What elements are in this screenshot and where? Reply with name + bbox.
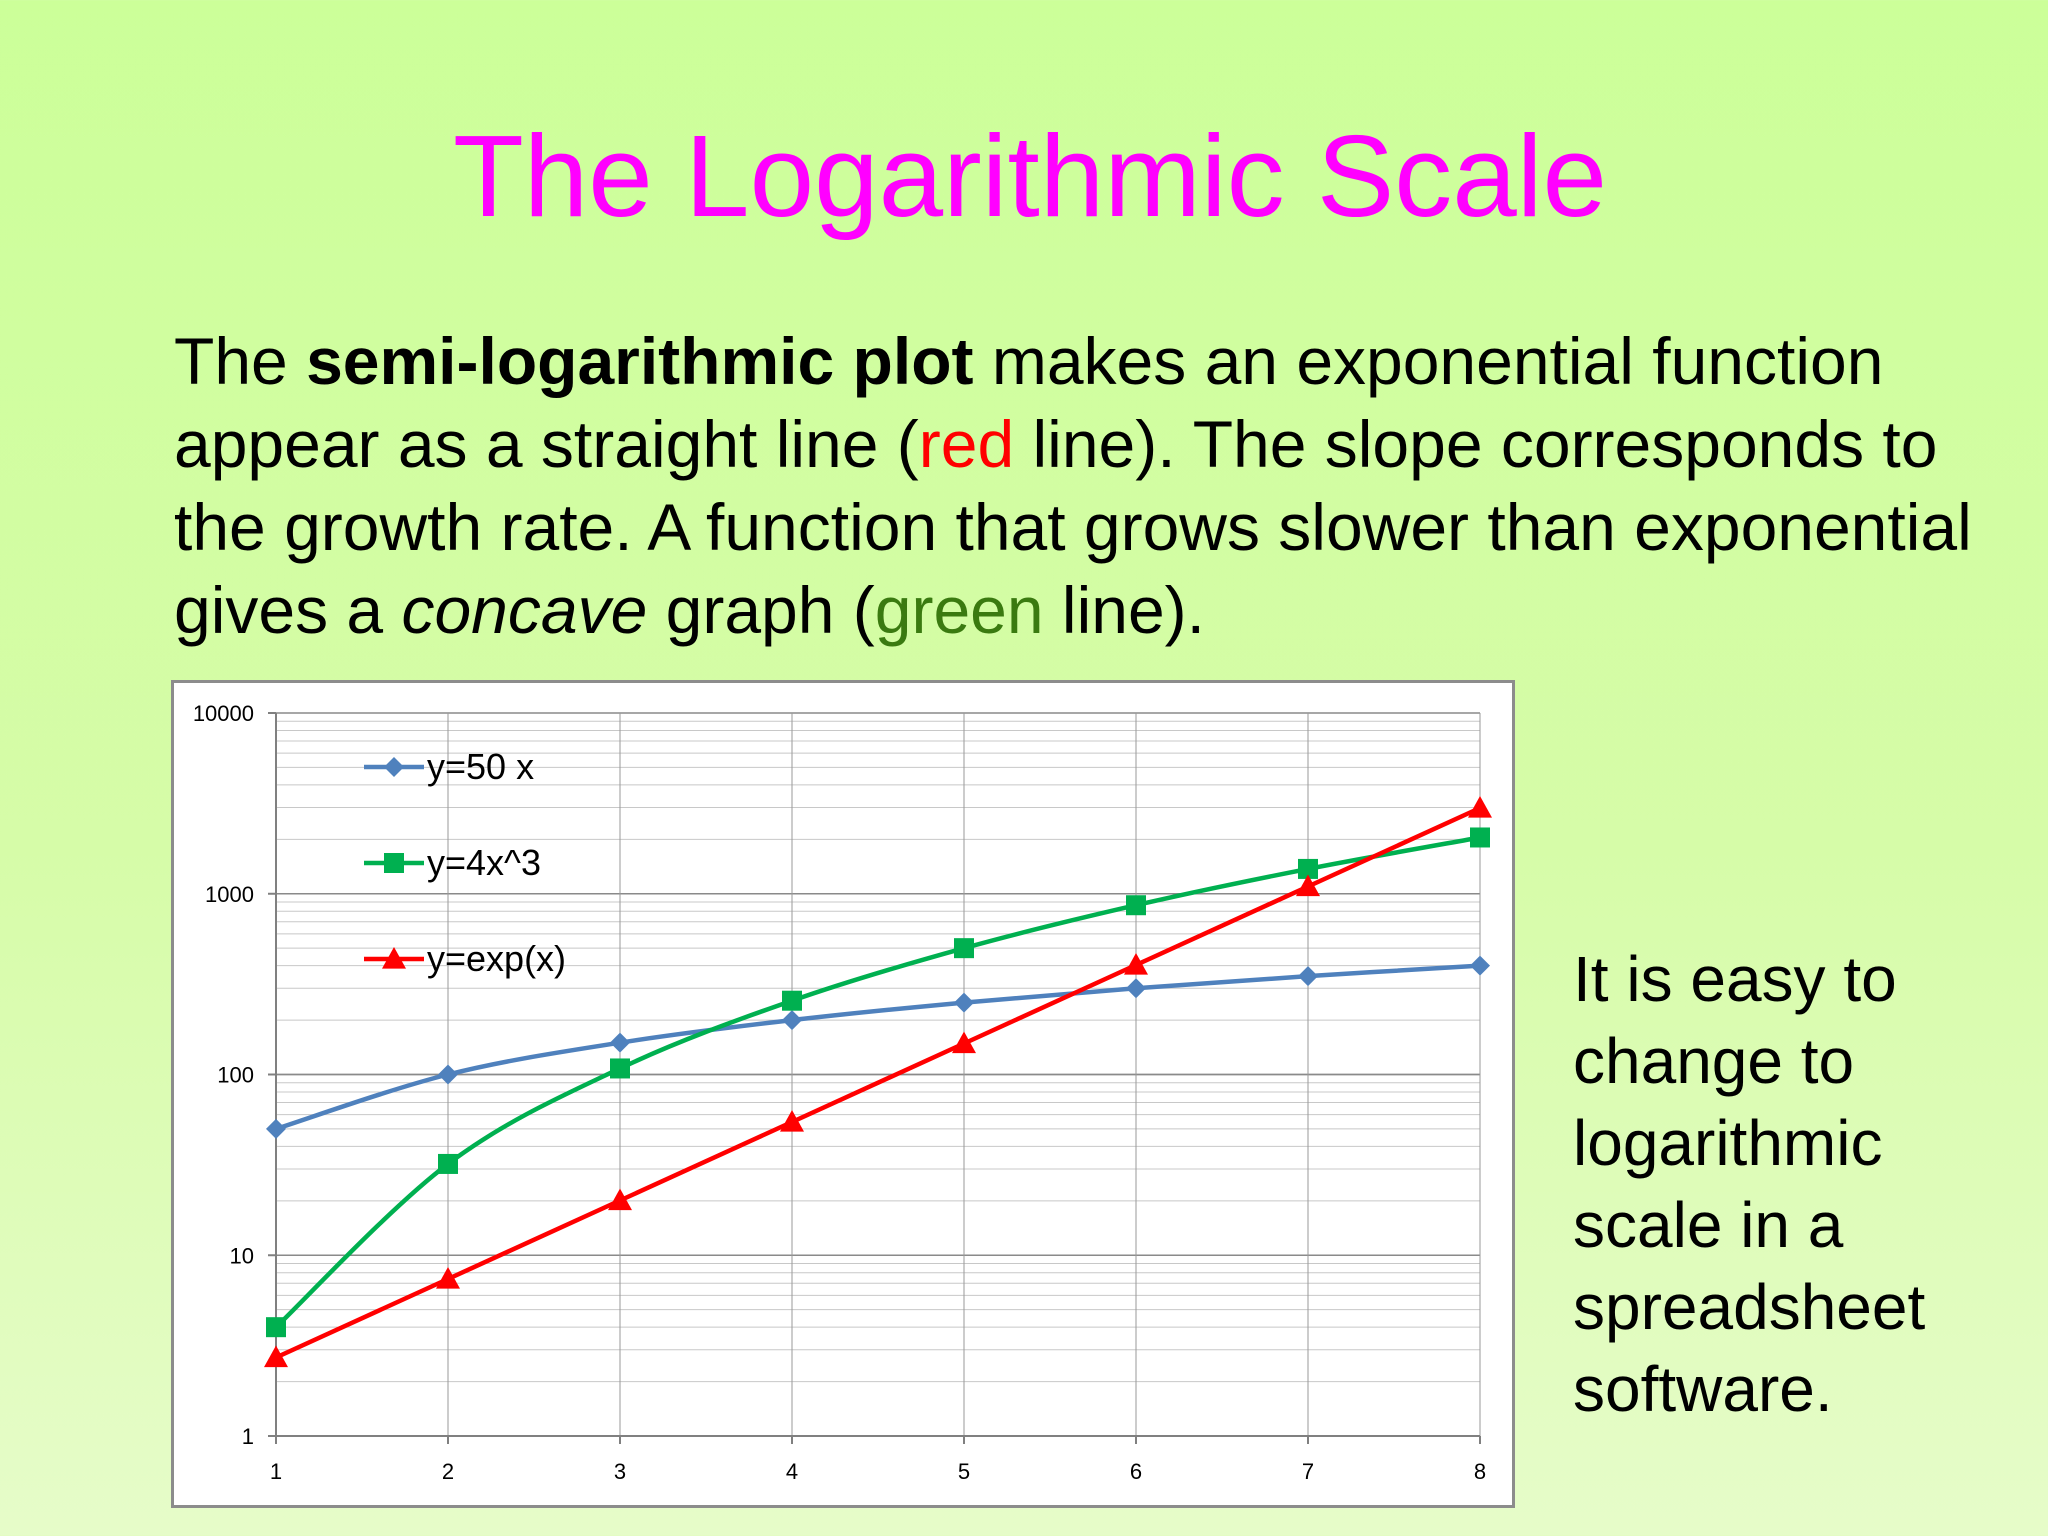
- y-tick-label: 1: [242, 1424, 254, 1449]
- legend-entry-square: y=4x^3: [364, 842, 541, 883]
- y-tick-label: 10000: [193, 701, 254, 726]
- intro-text-4: graph (: [647, 573, 875, 647]
- data-point-square: [1298, 858, 1318, 879]
- y-tick-label: 1000: [205, 882, 254, 907]
- data-point-diamond: [782, 1010, 802, 1031]
- data-point-diamond: [438, 1064, 458, 1085]
- side-note: It is easy to change to logarithmic scal…: [1573, 943, 1926, 1425]
- data-point-diamond: [1126, 978, 1146, 999]
- data-point-diamond: [1470, 955, 1490, 976]
- legend-label-diamond: y=50 x: [427, 746, 534, 787]
- x-tick-label: 1: [270, 1459, 282, 1484]
- legend-entry-triangle: y=exp(x): [364, 938, 566, 979]
- intro-text-1: The: [174, 324, 307, 398]
- intro-red-word: red: [918, 407, 1015, 481]
- data-point-diamond: [1298, 966, 1318, 987]
- slide-title: The Logarithmic Scale: [452, 111, 1608, 241]
- chart-legend: y=50 x y=4x^3 y=exp(x): [364, 746, 566, 979]
- series-square: [266, 827, 1490, 1338]
- data-point-square: [266, 1317, 286, 1338]
- data-point-square: [954, 938, 974, 959]
- data-point-diamond: [954, 992, 974, 1013]
- data-point-square: [610, 1058, 630, 1079]
- intro-paragraph: The semi-logarithmic plot makes an expon…: [174, 320, 2004, 652]
- intro-green-word: green: [874, 573, 1044, 647]
- data-point-triangle: [952, 1031, 976, 1054]
- data-point-diamond: [266, 1118, 286, 1139]
- legend-entry-diamond: y=50 x: [364, 746, 534, 787]
- x-tick-label: 4: [786, 1459, 798, 1484]
- y-tick-label: 10: [230, 1243, 254, 1268]
- x-tick-label: 7: [1302, 1459, 1314, 1484]
- x-tick-label: 2: [442, 1459, 454, 1484]
- series-line-triangle: [275, 805, 1481, 1360]
- data-point-square: [438, 1153, 458, 1174]
- intro-text-5: line).: [1043, 573, 1205, 647]
- data-point-triangle: [436, 1267, 460, 1289]
- data-point-triangle: [780, 1110, 804, 1132]
- intro-text-3: line). The slope corresponds to the grow…: [174, 407, 1972, 647]
- legend-label-triangle: y=exp(x): [427, 938, 566, 979]
- series-triangle: [264, 796, 1492, 1368]
- data-point-triangle: [1468, 796, 1492, 818]
- data-point-square: [1126, 895, 1146, 916]
- legend-marker-triangle: [382, 947, 406, 969]
- series-line-diamond: [275, 963, 1481, 1132]
- intro-bold-term: semi-logarithmic plot: [306, 324, 974, 398]
- intro-italic-term: concave: [401, 573, 648, 647]
- legend-marker-square: [384, 853, 404, 873]
- x-tick-label: 5: [958, 1459, 970, 1484]
- chart-grid: [275, 712, 1481, 1437]
- data-point-triangle: [264, 1345, 288, 1368]
- legend-marker-diamond: [384, 757, 404, 777]
- legend-label-square: y=4x^3: [427, 842, 541, 883]
- data-point-square: [782, 990, 802, 1011]
- data-point-triangle: [608, 1188, 632, 1211]
- x-tick-labels: 1 2 3 4 5 6 7 8: [270, 1459, 1486, 1484]
- chart-series: [264, 796, 1492, 1368]
- series-diamond: [266, 955, 1490, 1139]
- x-tick-label: 3: [614, 1459, 626, 1484]
- data-point-triangle: [1124, 953, 1148, 975]
- x-tick-label: 6: [1130, 1459, 1142, 1484]
- y-tick-label: 100: [217, 1063, 254, 1088]
- x-tick-label: 8: [1474, 1459, 1486, 1484]
- data-point-square: [1470, 827, 1490, 848]
- chart-container: 1 2 3 4 5 6 7 8 1 10 100 1000 10000 y=50 x y=4x^3 y=e…: [171, 680, 1515, 1508]
- intro-text-2: makes an exponential function appear as …: [174, 324, 1884, 481]
- data-point-diamond: [610, 1032, 630, 1053]
- semi-log-chart: 1 2 3 4 5 6 7 8 1 10 100 1000 10000 y=50 x y=4x^3 y=e…: [193, 701, 1492, 1484]
- y-tick-labels: 1 10 100 1000 10000: [193, 701, 254, 1449]
- data-point-triangle: [1296, 874, 1320, 897]
